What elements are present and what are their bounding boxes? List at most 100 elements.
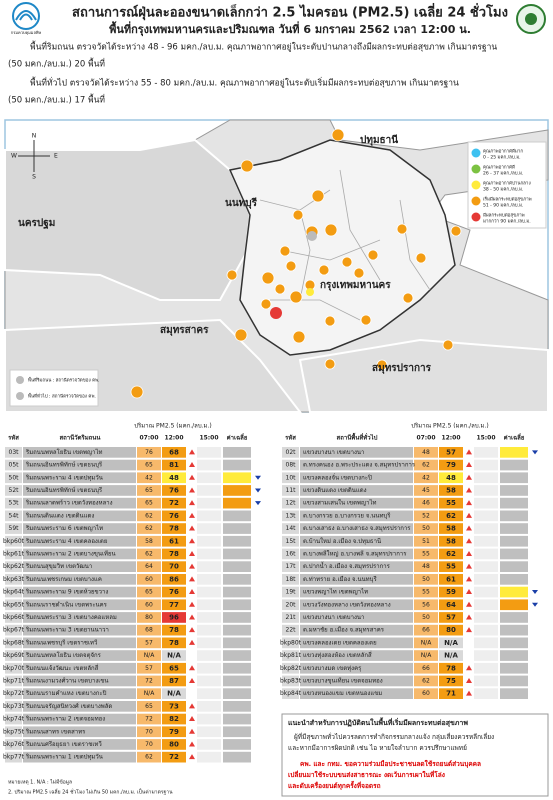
station-name: ต.บ้านใหม่ อ.เมือง จ.ปทุมธานี [303, 537, 381, 545]
advice-box [281, 713, 549, 797]
value-07: 65 [145, 462, 153, 469]
station-name: ริมถนนสาทร เขตสาทร [25, 728, 86, 735]
station-name: ริมถนนรามคำแหง เขตบางกะปิ [25, 690, 106, 697]
code-cell [5, 612, 22, 623]
tables: ปริมาณ PM2.5 (มคก./ลบ.ม.) รหัส สถานีวัดริม… [3, 423, 538, 763]
advice-warning: และดับเครื่องยนต์ทุกครั้งที่จอดรถ [288, 780, 381, 790]
name-cell [300, 561, 413, 572]
station-name: แขวงวังทองหลาง เขตวังทองหลาง [303, 601, 391, 608]
avg-cell [500, 599, 528, 611]
name-cell [300, 510, 413, 522]
name-cell [23, 675, 136, 687]
value-12: 76 [169, 486, 179, 494]
cell-12 [162, 561, 186, 572]
station-code: 08t [286, 462, 297, 469]
name-cell [23, 485, 136, 496]
cell-12 [439, 637, 463, 649]
value-07: 72 [145, 677, 153, 684]
value-12: 70 [169, 563, 179, 571]
up-arrow [189, 538, 195, 544]
cell-07 [137, 713, 161, 725]
value-12: 75 [446, 677, 456, 685]
up-arrow [466, 690, 472, 696]
cell-12 [162, 726, 186, 738]
cell-15 [474, 599, 498, 611]
cell-15 [197, 701, 221, 712]
avg-cell [500, 472, 528, 484]
station-code: 50t [9, 474, 20, 481]
name-cell [23, 739, 136, 750]
code-cell [282, 459, 299, 471]
summary-general: พื้นที่ทั่วไป ตรวจวัดได้ระหว่าง 55 - 80 … [30, 77, 459, 89]
legend-range: 0 - 25 มคก./ลบ.ม. [483, 155, 521, 161]
cell-12 [439, 586, 463, 598]
up-arrow [466, 677, 472, 683]
cell-07 [137, 751, 161, 763]
value-12: 79 [446, 461, 456, 469]
code-cell [5, 701, 22, 712]
station-code: 22t [286, 627, 297, 634]
cell-15 [474, 662, 498, 674]
cell-12 [162, 535, 186, 547]
value-12: 76 [169, 588, 179, 596]
value-12: 71 [446, 690, 456, 698]
value-07: 62 [145, 525, 153, 532]
station-code: bkp66t [3, 614, 25, 621]
station-code: bkp84t [280, 690, 302, 697]
avg-cell [500, 523, 528, 534]
avg-cell [223, 548, 251, 560]
legend-swatch [471, 164, 481, 174]
cell-12 [162, 662, 186, 674]
station-code: bkp70t [3, 665, 25, 672]
logo-left [12, 2, 40, 30]
avg-cell [223, 713, 251, 725]
logo-right [516, 4, 546, 34]
cell-12 [162, 472, 186, 484]
up-arrow [466, 487, 472, 493]
value-12: 76 [169, 512, 179, 520]
cell-15 [474, 535, 498, 547]
legend-range: 51 - 90 มคก./ลบ.ม. [483, 203, 523, 209]
code-cell [5, 751, 22, 763]
trend-arrow [255, 475, 261, 480]
name-cell [23, 472, 136, 484]
cell-07 [137, 523, 161, 534]
avg-cell [223, 447, 251, 458]
avg-cell [223, 574, 251, 585]
station-code: 11t [286, 487, 297, 494]
column-header: 12:00 [441, 435, 460, 442]
up-arrow [466, 474, 472, 480]
cell-12 [162, 485, 186, 496]
cell-12 [162, 675, 186, 687]
avg-cell [500, 459, 528, 471]
cell-12 [439, 624, 463, 636]
value-12: 62 [446, 550, 456, 558]
cell-07 [414, 688, 438, 699]
code-cell [5, 637, 22, 649]
station-code: 10t [286, 474, 297, 481]
value-12: 78 [446, 664, 456, 672]
cell-07 [414, 447, 438, 458]
station-name: ริมถนนพระราม 4 เขตปทุมวัน [25, 474, 103, 481]
value-07: 52 [422, 512, 430, 519]
avg-cell [223, 523, 251, 534]
legend-range: มากกว่า 90 มคก./ลบ.ม. [483, 219, 531, 225]
avg-cell [223, 650, 251, 661]
trend-arrow [532, 590, 538, 595]
station-code: 14t [286, 525, 297, 532]
value-07: 62 [145, 512, 153, 519]
station-code: 52t [9, 487, 20, 494]
value-07: 65 [145, 703, 153, 710]
code-cell [282, 662, 299, 674]
value-07: 57 [145, 639, 153, 646]
code-cell [5, 548, 22, 560]
unit-label: ปริมาณ PM2.5 (มคก./ลบ.ม.) [134, 423, 212, 430]
avg-cell [500, 548, 528, 560]
cell-15 [197, 599, 221, 611]
cell-15 [197, 662, 221, 674]
value-07: 46 [422, 500, 430, 507]
province-label: กรุงเทพมหานคร [320, 280, 391, 291]
cell-12 [162, 612, 186, 623]
name-cell [23, 548, 136, 560]
